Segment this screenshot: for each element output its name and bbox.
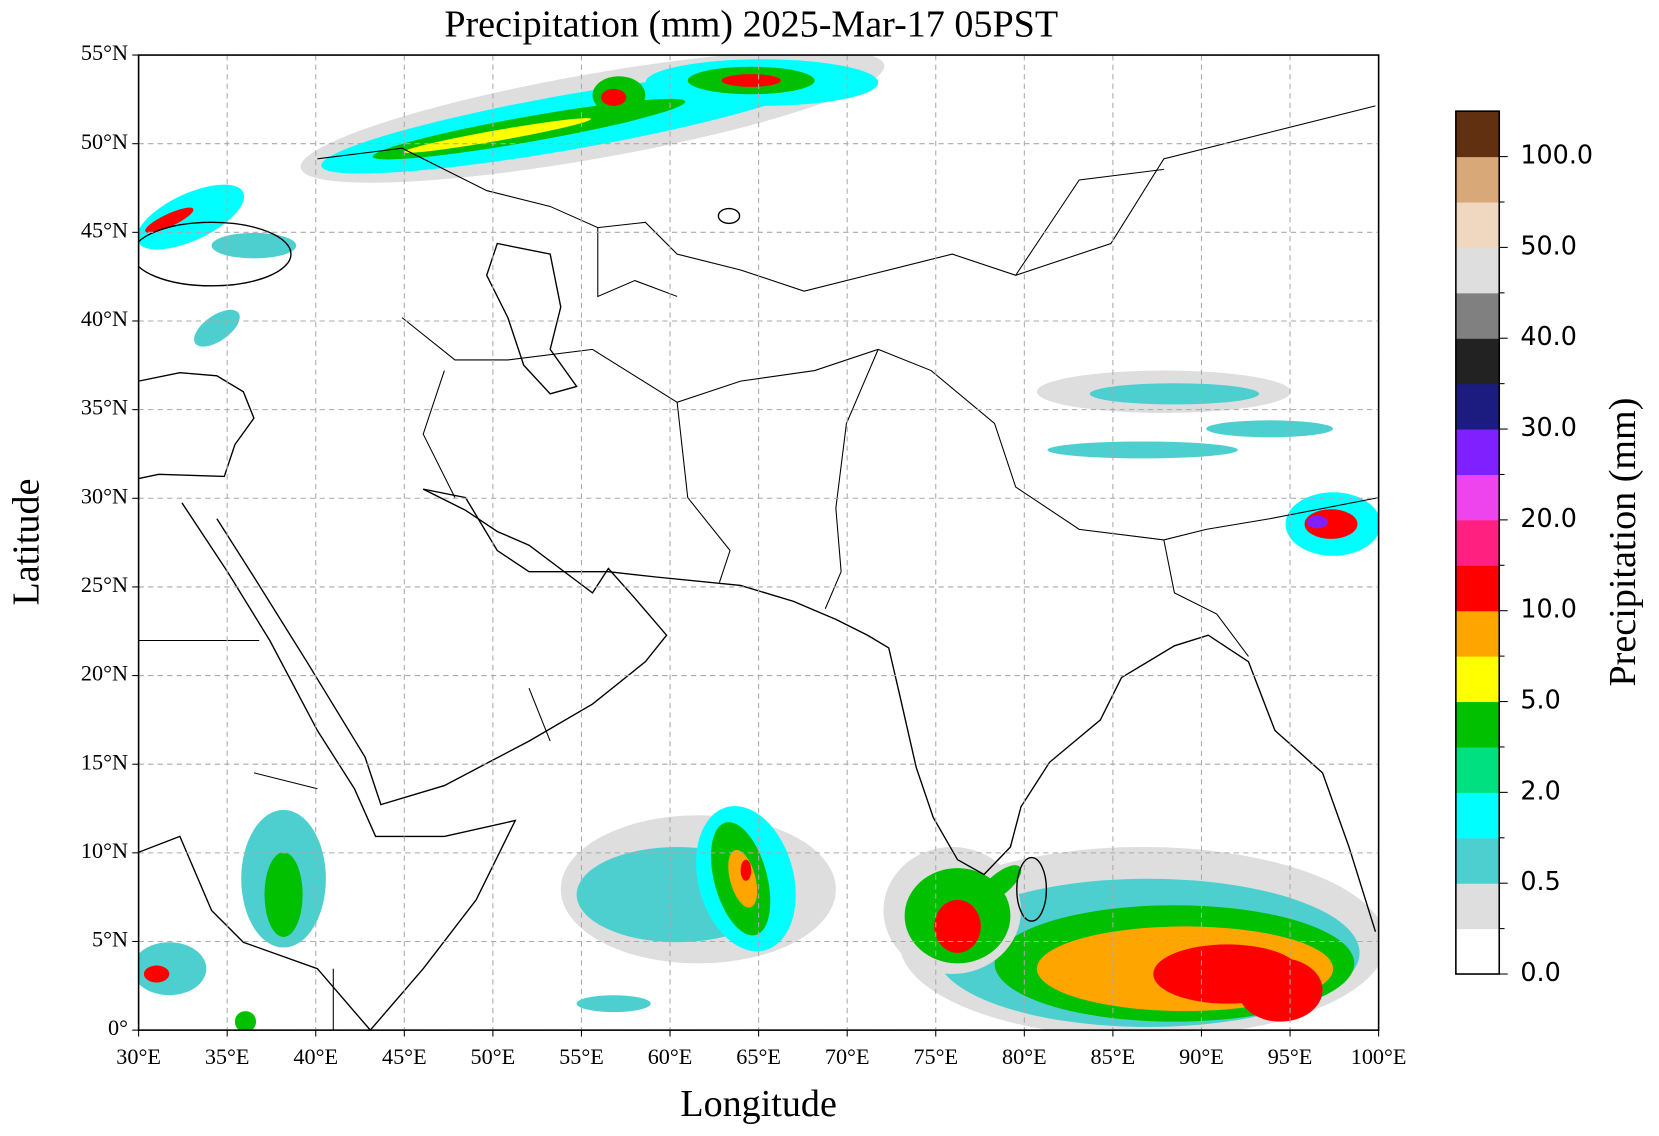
x-axis-label: Longitude xyxy=(680,1083,837,1125)
y-tick-label: 25°N xyxy=(81,572,128,597)
precip-area xyxy=(143,965,170,983)
precip-area xyxy=(234,1011,257,1031)
x-tick-label: 60°E xyxy=(648,1044,693,1069)
colorbar-segment xyxy=(1455,837,1500,884)
x-tick-label: 90°E xyxy=(1179,1044,1224,1069)
colorbar-segment xyxy=(1455,111,1500,158)
colorbar-segment xyxy=(1455,474,1500,521)
colorbar-segment xyxy=(1455,201,1500,248)
precip-area xyxy=(934,899,981,953)
colorbar: 0.0 0.5 2.0 5.0 10.0 20.0 30.0 40.0 50.0 100.0 xyxy=(1455,110,1593,987)
colorbar-segment xyxy=(1455,610,1500,657)
y-tick-label: 0° xyxy=(108,1015,128,1040)
colorbar-tick-label: 50.0 xyxy=(1520,230,1577,260)
y-axis-label: Latitude xyxy=(5,479,47,606)
precip-area xyxy=(145,207,194,233)
y-tick-label: 35°N xyxy=(81,395,128,420)
map-title: Precipitation (mm) 2025-Mar-17 05PST xyxy=(444,3,1058,45)
x-tick-label: 55°E xyxy=(559,1044,604,1069)
precip-area xyxy=(721,74,781,87)
colorbar-segment xyxy=(1455,701,1500,748)
precip-area xyxy=(1237,958,1323,1022)
colorbar-segment xyxy=(1455,383,1500,430)
precip-area xyxy=(576,995,651,1013)
colorbar-segment xyxy=(1455,883,1500,930)
colorbar-tick-label: 0.5 xyxy=(1520,866,1560,896)
precip-area xyxy=(740,859,752,881)
x-tick-label: 70°E xyxy=(825,1044,870,1069)
y-tick-label: 20°N xyxy=(81,661,128,686)
x-tick-label: 95°E xyxy=(1268,1044,1313,1069)
colorbar-tick-label: 5.0 xyxy=(1520,685,1560,715)
x-tick-label: 65°E xyxy=(736,1044,781,1069)
x-tick-label: 75°E xyxy=(913,1044,958,1069)
precip-area xyxy=(403,118,592,153)
y-tick-label: 45°N xyxy=(81,217,128,242)
precip-area xyxy=(1089,383,1260,405)
y-tick-label: 15°N xyxy=(81,749,128,774)
colorbar-tick-label: 30.0 xyxy=(1520,412,1577,442)
y-tick-label: 5°N xyxy=(92,927,128,952)
colorbar-frame xyxy=(1455,110,1501,975)
y-tick-label: 55°N xyxy=(81,40,128,65)
colorbar-segment xyxy=(1455,656,1500,703)
colorbar-segment xyxy=(1455,565,1500,612)
colorbar-segment xyxy=(1455,519,1500,566)
precipitation-field xyxy=(138,55,1379,1031)
precip-area xyxy=(600,88,627,106)
colorbar-segment xyxy=(1455,292,1500,339)
precip-area xyxy=(138,184,245,250)
colorbar-segment xyxy=(1455,247,1500,294)
y-tick-label: 30°N xyxy=(81,483,128,508)
colorbar-tick-label: 40.0 xyxy=(1520,321,1577,351)
x-tick-label: 100°E xyxy=(1351,1044,1407,1069)
colorbar-segment xyxy=(1455,156,1500,203)
y-tick-label: 50°N xyxy=(81,129,128,154)
x-tick-label: 40°E xyxy=(293,1044,338,1069)
x-tick-label: 30°E xyxy=(116,1044,161,1069)
coastlines xyxy=(138,207,1377,1031)
precip-area xyxy=(194,309,240,347)
x-tick-label: 50°E xyxy=(471,1044,516,1069)
plot-frame xyxy=(137,54,1380,1031)
colorbar-segment xyxy=(1455,429,1500,476)
precip-area xyxy=(1306,515,1328,529)
colorbar-tick-label: 0.0 xyxy=(1520,957,1560,987)
x-tick-label: 85°E xyxy=(1091,1044,1136,1069)
borders xyxy=(138,105,1379,1031)
colorbar-label: Precipitation (mm) xyxy=(1602,398,1644,687)
precip-area xyxy=(1047,441,1238,459)
precip-area xyxy=(978,865,1022,903)
colorbar-tick-label: 2.0 xyxy=(1520,775,1560,805)
colorbar-segment xyxy=(1455,338,1500,385)
colorbar-segment xyxy=(1455,928,1500,975)
colorbar-tick-label: 20.0 xyxy=(1520,503,1577,533)
y-tick-label: 10°N xyxy=(81,838,128,863)
precip-area xyxy=(211,232,297,259)
colorbar-segment xyxy=(1455,746,1500,793)
x-tick-label: 45°E xyxy=(382,1044,427,1069)
colorbar-tick-label: 100.0 xyxy=(1520,140,1593,170)
colorbar-segment xyxy=(1455,792,1500,839)
precip-area xyxy=(1206,420,1334,438)
y-tick-label: 40°N xyxy=(81,306,128,331)
x-tick-label: 35°E xyxy=(205,1044,250,1069)
colorbar-tick-label: 10.0 xyxy=(1520,594,1577,624)
precip-area xyxy=(138,942,207,996)
precip-area xyxy=(264,852,303,937)
x-tick-label: 80°E xyxy=(1002,1044,1047,1069)
